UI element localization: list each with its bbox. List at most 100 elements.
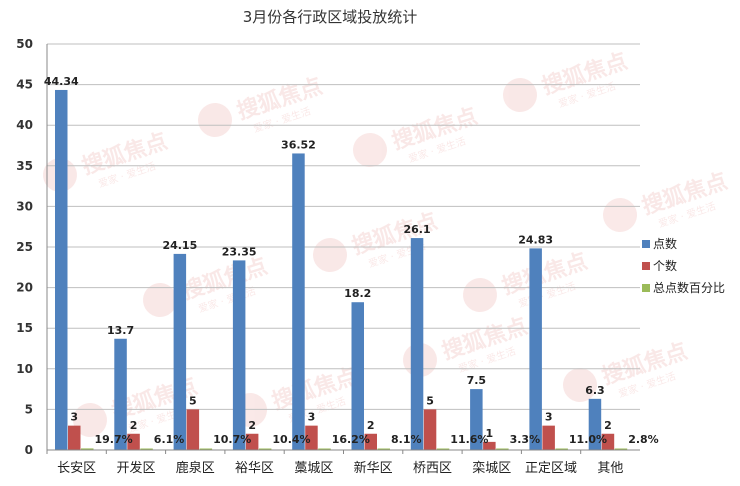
bar-percent [140, 448, 153, 450]
watermark-logo-icon [503, 78, 537, 112]
legend-swatch [642, 240, 650, 248]
y-tick-label: 40 [16, 118, 33, 132]
data-label: 23.35 [222, 245, 257, 258]
data-label: 3 [308, 411, 316, 424]
bar-points [410, 238, 424, 450]
data-label: 19.7% [95, 433, 133, 446]
y-tick-label: 30 [16, 199, 33, 213]
data-label: 2 [130, 419, 138, 432]
watermark-logo-icon [563, 368, 597, 402]
bar-points [588, 398, 602, 450]
watermark-logo-icon [353, 133, 387, 167]
bar-count [542, 425, 555, 450]
bar-points [529, 248, 542, 450]
watermark-logo-icon [198, 103, 232, 137]
data-label: 26.1 [403, 223, 430, 236]
data-label: 2 [248, 419, 256, 432]
legend-swatch [642, 262, 650, 270]
y-axis: 0 5 10 15 20 25 30 35 40 45 50 [16, 37, 48, 457]
bar-percent [258, 448, 272, 450]
bar-points [292, 153, 305, 451]
data-label: 16.2% [332, 433, 370, 446]
data-label: 6.1% [154, 433, 185, 446]
y-tick-label: 15 [16, 321, 33, 335]
x-tick-label: 开发区 [116, 460, 155, 476]
data-label: 10.4% [272, 433, 310, 446]
bar-points [470, 389, 483, 450]
x-tick-label: 藁城区 [294, 461, 333, 476]
watermark-logo-icon [143, 283, 177, 317]
bar-points [173, 253, 187, 450]
y-tick-label: 0 [25, 443, 33, 457]
bar-percent [81, 448, 94, 450]
x-tick-label: 鹿泉区 [176, 460, 215, 476]
bar-points [114, 338, 127, 450]
data-label: 13.7 [107, 324, 134, 337]
x-tick-label: 栾城区 [472, 460, 511, 476]
bar-count [186, 409, 200, 450]
bar-count [245, 433, 259, 450]
watermark-logo-icon [603, 198, 637, 232]
bar-percent [496, 448, 509, 450]
watermark-logo-icon [463, 278, 497, 312]
bar-percent [199, 448, 213, 450]
data-label: 6.3 [585, 384, 605, 397]
bar-percent [377, 448, 390, 450]
data-label: 10.7% [213, 433, 251, 446]
legend-swatch [642, 284, 650, 292]
x-tick-label: 其他 [597, 461, 623, 476]
watermark-logo-icon [73, 403, 107, 437]
watermark-logo-icon [313, 238, 347, 272]
bar-count [423, 409, 437, 450]
bar-points [232, 260, 246, 450]
data-label: 11.6% [450, 433, 488, 446]
data-label: 24.83 [518, 233, 553, 246]
bars: 44.34 13.7 24.15 23.35 36.52 18.2 26.1 7.5 24.83… [44, 75, 659, 451]
bar-count [601, 433, 615, 450]
bar-percent [318, 448, 331, 450]
data-label: 11.0% [569, 433, 607, 446]
data-label: 5 [426, 394, 434, 407]
x-tick-label: 长安区 [57, 461, 96, 476]
data-label: 2 [604, 419, 612, 432]
chart-title: 3月份各行政区域投放统计 [243, 8, 418, 26]
y-tick-label: 10 [16, 362, 33, 376]
legend-label: 个数 [653, 258, 677, 273]
bar-points [351, 302, 364, 450]
y-tick-label: 50 [16, 37, 33, 51]
bar-percent [436, 448, 450, 450]
y-tick-label: 5 [25, 402, 33, 416]
data-label: 2 [367, 419, 375, 432]
legend-label: 点数 [653, 236, 677, 251]
x-tick-label: 正定区域 [525, 461, 577, 476]
bar-count [305, 425, 318, 450]
bar-count [483, 441, 496, 450]
y-tick-label: 20 [16, 281, 33, 295]
data-label: 3.3% [510, 433, 541, 446]
x-tick-label: 裕华区 [235, 461, 274, 476]
x-axis: 长安区 开发区 鹿泉区 裕华区 藁城区 新华区 桥西区 栾城区 正定区域 其他 [46, 449, 640, 476]
data-label: 44.34 [44, 75, 79, 88]
y-tick-label: 45 [16, 78, 33, 92]
data-label: 3 [545, 411, 553, 424]
bar-percent [555, 448, 568, 450]
data-label: 3 [70, 411, 78, 424]
data-label: 18.2 [344, 287, 371, 300]
bar-count [364, 433, 377, 450]
data-label: 36.52 [281, 138, 316, 151]
y-tick-label: 35 [16, 159, 33, 173]
bar-points [55, 89, 68, 450]
y-tick-label: 25 [16, 240, 33, 254]
data-label: 5 [189, 394, 197, 407]
bar-count [127, 433, 140, 450]
data-label: 24.15 [162, 239, 197, 252]
